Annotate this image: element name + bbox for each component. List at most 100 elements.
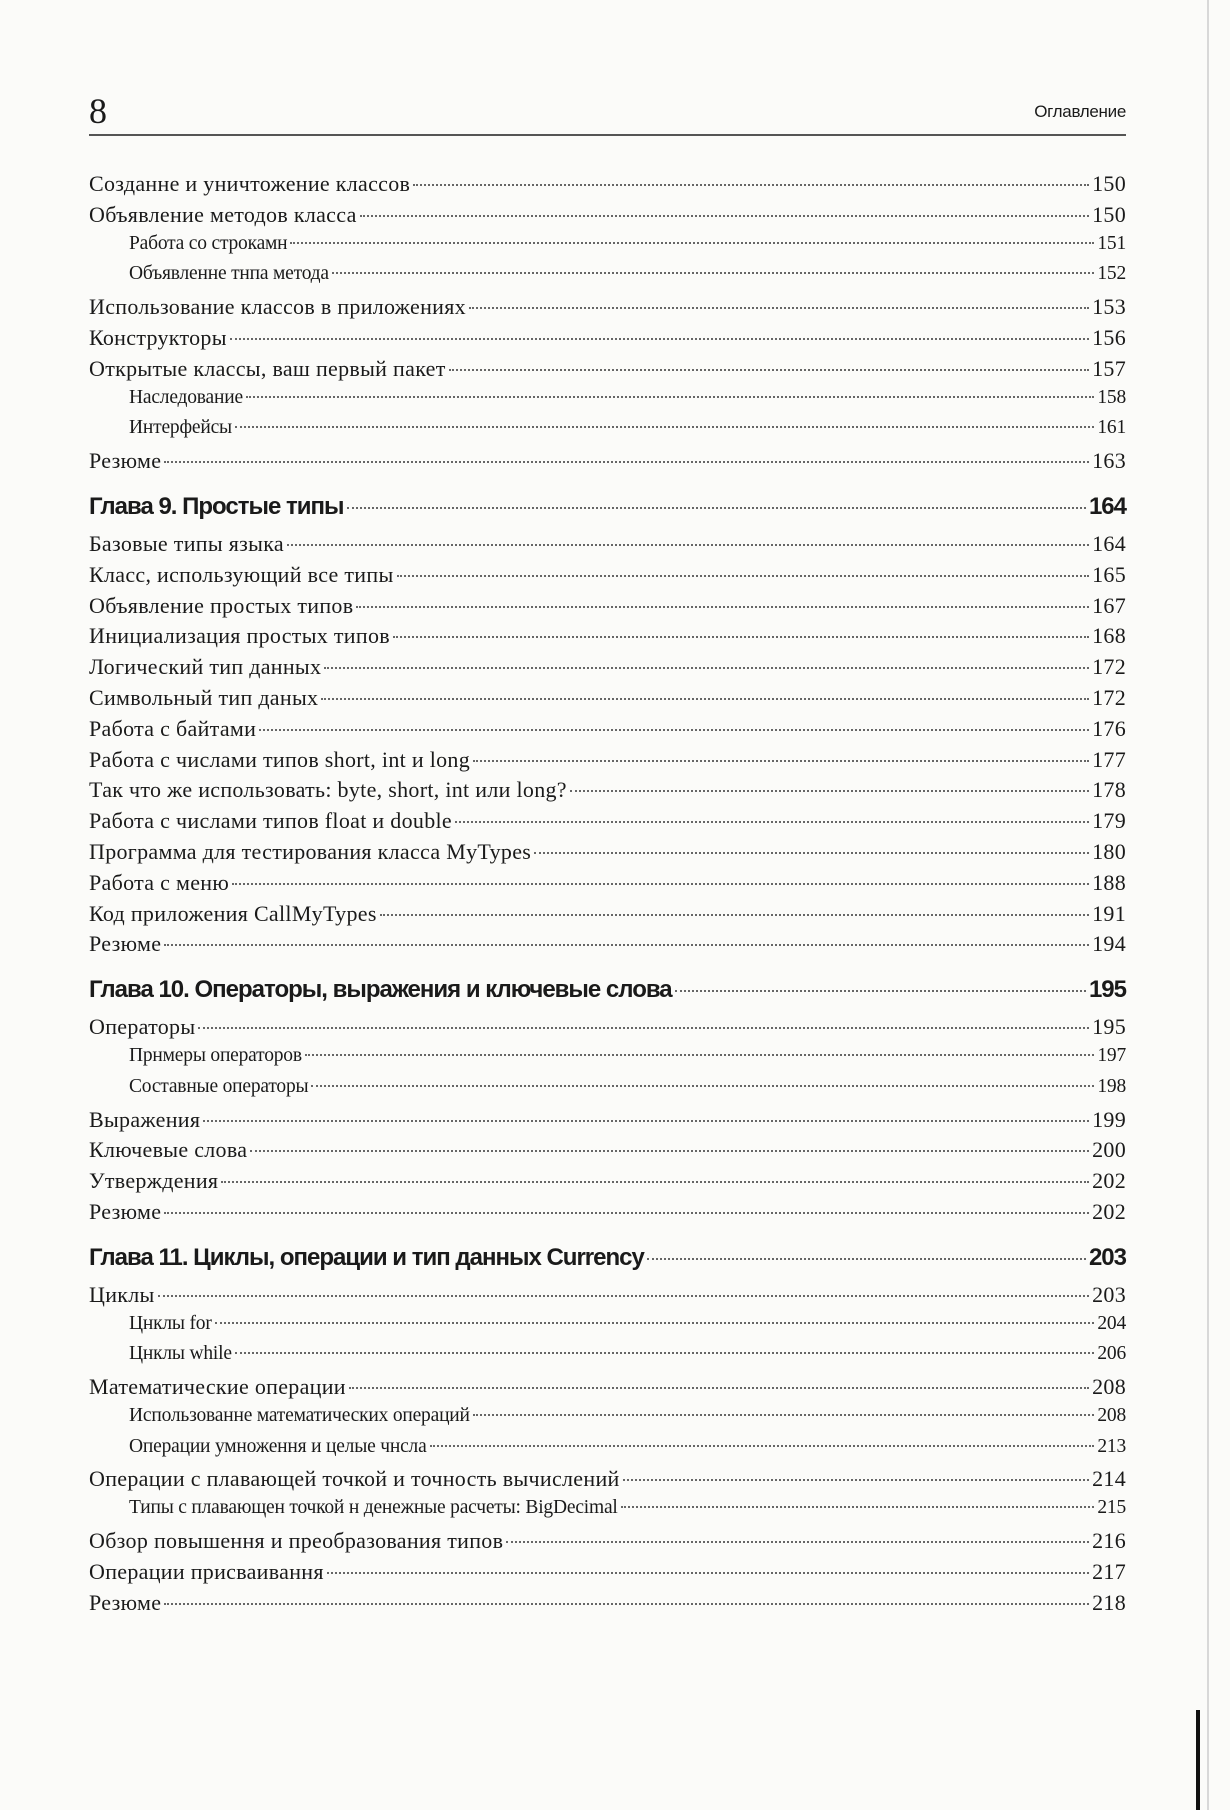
toc-entry: Выражения 199 — [89, 1107, 1126, 1138]
toc-chapter-entry: Глава 11. Циклы, операции и тип данных C… — [89, 1243, 1127, 1275]
toc-entry-title: Резюме — [89, 1198, 162, 1224]
toc-entry-title: Использование классов в приложениях — [89, 294, 466, 320]
toc-entry: Так что же использовать: byte, short, in… — [89, 777, 1126, 808]
toc-entry-title: Цнклы while — [129, 1343, 232, 1365]
toc-entry-page: 180 — [1092, 838, 1126, 864]
toc-entry: Математические операции 208 — [89, 1374, 1126, 1405]
toc-entry-title: Работа со строкамн — [129, 232, 288, 254]
toc-entry-page: 195 — [1088, 976, 1127, 1004]
toc-entry: Инициализация простых типов 168 — [89, 623, 1126, 654]
toc-entry-title: Глава 10. Операторы, выражения и ключевы… — [89, 976, 673, 1004]
dot-leader — [164, 461, 1090, 464]
dot-leader — [234, 426, 1095, 429]
toc-entry-page: 194 — [1092, 931, 1126, 957]
toc-entry-title: Объявленне тнпа метода — [129, 263, 329, 285]
dot-leader — [346, 506, 1086, 509]
toc-entry-page: 163 — [1092, 448, 1126, 474]
toc-entry-title: Работа с байтами — [89, 715, 257, 741]
dot-leader — [468, 307, 1090, 310]
toc-entry: Использованне математических операций 208 — [89, 1405, 1126, 1436]
dot-leader — [429, 1444, 1095, 1447]
toc-entry-title: Логический тип данных — [89, 654, 322, 680]
dot-leader — [620, 1506, 1095, 1509]
dot-leader — [324, 667, 1090, 670]
toc-entry-title: Открытые классы, ваш первый пакет — [89, 355, 446, 381]
toc-entry: Работа со строкамн 151 — [89, 233, 1126, 264]
toc-entry-page: 164 — [1088, 492, 1127, 520]
toc-entry-page: 213 — [1097, 1435, 1126, 1457]
toc-entry-title: Глава 11. Циклы, операции и тип данных C… — [89, 1243, 645, 1271]
toc-entry-title: Операции присваивання — [89, 1558, 324, 1584]
toc-entry-page: 197 — [1097, 1044, 1126, 1066]
scan-edge-mark — [1196, 1710, 1200, 1810]
toc-entry-page: 202 — [1092, 1168, 1126, 1194]
table-of-contents: Созданне и уничтожение классов 150 Объявле… — [89, 171, 1127, 1620]
dot-leader — [392, 636, 1090, 639]
toc-entry-page: 216 — [1092, 1528, 1126, 1554]
dot-leader — [214, 1321, 1095, 1324]
toc-entry-title: Работа с числами типов float и double — [89, 808, 452, 834]
dot-leader — [164, 1211, 1090, 1214]
toc-entry: Работа с числами типов float и double 179 — [89, 808, 1126, 839]
toc-entry-title: Составные операторы — [129, 1075, 309, 1097]
toc-entry-page: 200 — [1092, 1137, 1126, 1163]
toc-entry-page: 156 — [1092, 324, 1126, 350]
dot-leader — [232, 882, 1090, 885]
toc-entry-title: Интерфейсы — [129, 417, 232, 439]
toc-entry-page: 172 — [1092, 654, 1126, 680]
toc-entry: Использование классов в приложениях 153 — [89, 294, 1126, 325]
toc-entry: Работа с числами типов short, int и long… — [89, 747, 1126, 778]
dot-leader — [203, 1119, 1090, 1122]
toc-entry-title: Прнмеры операторов — [129, 1044, 302, 1066]
dot-leader — [379, 913, 1090, 916]
dot-leader — [569, 790, 1090, 793]
toc-entry-page: 208 — [1092, 1374, 1126, 1400]
dot-leader — [359, 214, 1090, 217]
toc-entry-page: 217 — [1092, 1558, 1126, 1584]
toc-entry: Цнклы while 206 — [89, 1343, 1126, 1374]
toc-entry-page: 152 — [1097, 263, 1126, 285]
dot-leader — [286, 543, 1090, 546]
toc-entry-title: Математические операции — [89, 1374, 346, 1400]
dot-leader — [326, 1571, 1090, 1574]
toc-entry: Циклы 203 — [89, 1282, 1126, 1313]
toc-entry-page: 218 — [1092, 1589, 1126, 1615]
toc-entry: Работа с меню 188 — [89, 870, 1126, 901]
toc-entry-page: 178 — [1092, 777, 1126, 803]
toc-entry-page: 188 — [1092, 869, 1126, 895]
toc-entry: Объявленне тнпа метода 152 — [89, 263, 1126, 294]
toc-entry-title: Использованне математических операций — [129, 1404, 470, 1426]
toc-entry-title: Типы с плавающен точкой н денежные расче… — [129, 1497, 618, 1519]
toc-entry-page: 150 — [1092, 201, 1126, 227]
dot-leader — [234, 1352, 1095, 1355]
dot-leader — [157, 1294, 1090, 1297]
toc-entry-page: 206 — [1097, 1343, 1126, 1365]
toc-entry-title: Объявление методов класса — [89, 201, 357, 227]
toc-entry-title: Код приложения CallMyTypes — [89, 900, 377, 926]
running-title: Оглавление — [1034, 102, 1126, 121]
toc-entry-title: Резюме — [89, 1589, 162, 1615]
toc-entry: Составные операторы 198 — [89, 1076, 1126, 1107]
toc-entry: Цнклы for 204 — [89, 1313, 1126, 1344]
dot-leader — [454, 821, 1090, 824]
dot-leader — [221, 1181, 1090, 1184]
toc-entry: Открытые классы, ваш первый пакет 157 — [89, 356, 1126, 387]
toc-entry-page: 176 — [1092, 715, 1126, 741]
toc-entry: Операции присваивання 217 — [89, 1559, 1126, 1590]
toc-entry: Резюме 163 — [89, 448, 1126, 479]
toc-entry-page: 167 — [1092, 592, 1126, 618]
toc-entry-title: Работа с меню — [89, 869, 230, 895]
toc-entry: Класс, использующий все типы 165 — [89, 562, 1126, 593]
dot-leader — [473, 759, 1090, 762]
dot-leader — [164, 1602, 1090, 1605]
toc-entry: Логический тип данных 172 — [89, 654, 1126, 685]
toc-entry-page: 172 — [1092, 684, 1126, 710]
toc-entry: Конструкторы 156 — [89, 325, 1126, 356]
toc-entry: Работа с байтами 176 — [89, 716, 1126, 747]
dot-leader — [311, 1084, 1095, 1087]
toc-entry-title: Конструкторы — [89, 324, 227, 350]
toc-entry-page: 202 — [1092, 1198, 1126, 1224]
toc-entry-page: 195 — [1092, 1014, 1126, 1040]
toc-entry-title: Утверждения — [89, 1168, 219, 1194]
toc-entry-page: 157 — [1092, 355, 1126, 381]
